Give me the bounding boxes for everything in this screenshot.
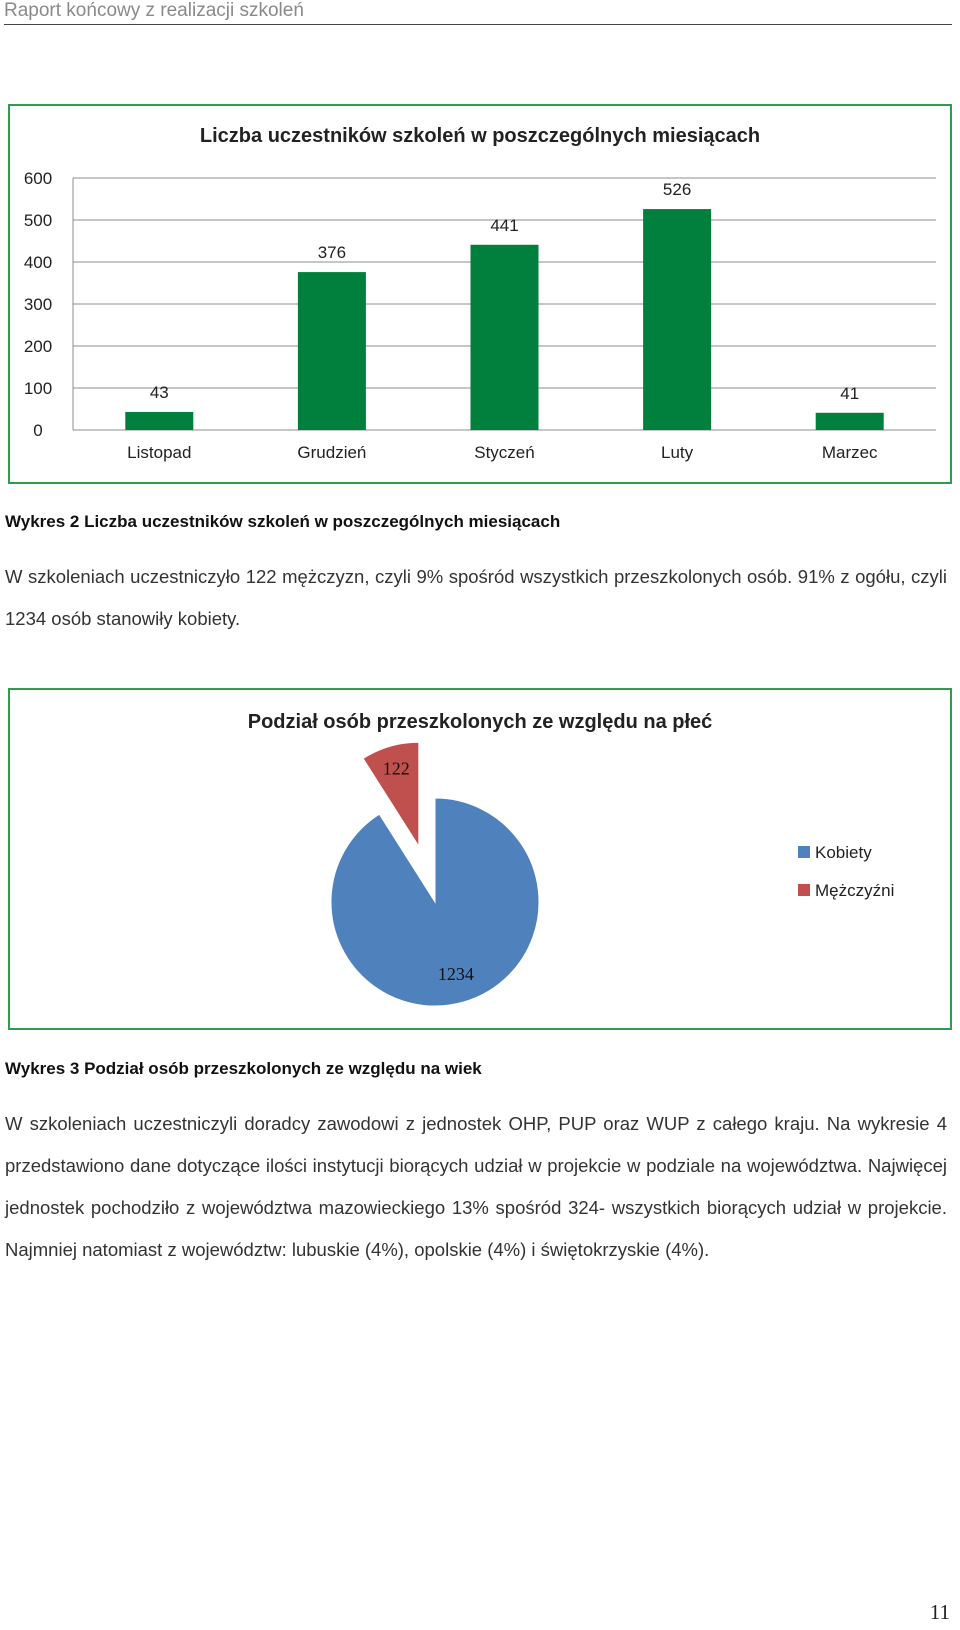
bar-grudzień [297, 272, 366, 430]
bar-marzec [815, 412, 884, 430]
chart2-caption: Wykres 2 Liczba uczestników szkoleń w po… [5, 512, 561, 531]
slice-label: 122 [383, 758, 410, 778]
x-tick-label: Grudzień [297, 443, 366, 462]
paragraph-gender: W szkoleniach uczestniczyło 122 mężczyzn… [5, 566, 947, 629]
pie-chart-title: Podział osób przeszkolonych ze względu n… [248, 711, 713, 733]
x-tick-label: Styczeń [474, 443, 534, 462]
y-tick-label: 600 [24, 169, 52, 188]
bar-luty [643, 209, 712, 430]
x-tick-label: Listopad [127, 443, 191, 462]
y-tick-label: 500 [24, 211, 52, 230]
bar-chart-title: Liczba uczestników szkoleń w poszczególn… [200, 125, 760, 147]
y-tick-label: 400 [24, 253, 52, 272]
bar-listopad [125, 411, 194, 430]
legend-swatch [798, 884, 810, 896]
bar-chart: Liczba uczestników szkoleń w poszczególn… [24, 125, 936, 462]
legend-swatch [798, 846, 810, 858]
pie-chart: Podział osób przeszkolonych ze względu n… [248, 711, 894, 1007]
y-tick-label: 300 [24, 295, 52, 314]
legend-label: Mężczyźni [815, 881, 894, 900]
bar-styczeń [470, 244, 539, 430]
y-tick-label: 200 [24, 337, 52, 356]
data-label: 376 [318, 243, 346, 262]
pie-slice-kobiety [330, 797, 540, 1007]
page-number: 11 [929, 1600, 950, 1624]
paragraph-institutions: W szkoleniach uczestniczyli doradcy zawo… [5, 1113, 947, 1260]
x-tick-label: Marzec [822, 443, 878, 462]
pie-slice-mezczyzni [362, 741, 420, 849]
slice-label: 1234 [438, 964, 474, 984]
y-tick-label: 100 [24, 379, 52, 398]
data-label: 526 [663, 180, 691, 199]
chart3-caption: Wykres 3 Podział osób przeszkolonych ze … [5, 1059, 482, 1078]
pie-chart-frame: Podział osób przeszkolonych ze względu n… [8, 688, 952, 1030]
data-label: 41 [840, 384, 859, 403]
y-tick-label: 0 [33, 421, 42, 440]
running-header: Raport końcowy z realizacji szkoleń [4, 0, 952, 25]
legend-label: Kobiety [815, 843, 872, 862]
bar-chart-frame: Liczba uczestników szkoleń w poszczególn… [8, 104, 952, 484]
x-tick-label: Luty [661, 443, 694, 462]
data-label: 43 [150, 383, 169, 402]
data-label: 441 [490, 216, 518, 235]
